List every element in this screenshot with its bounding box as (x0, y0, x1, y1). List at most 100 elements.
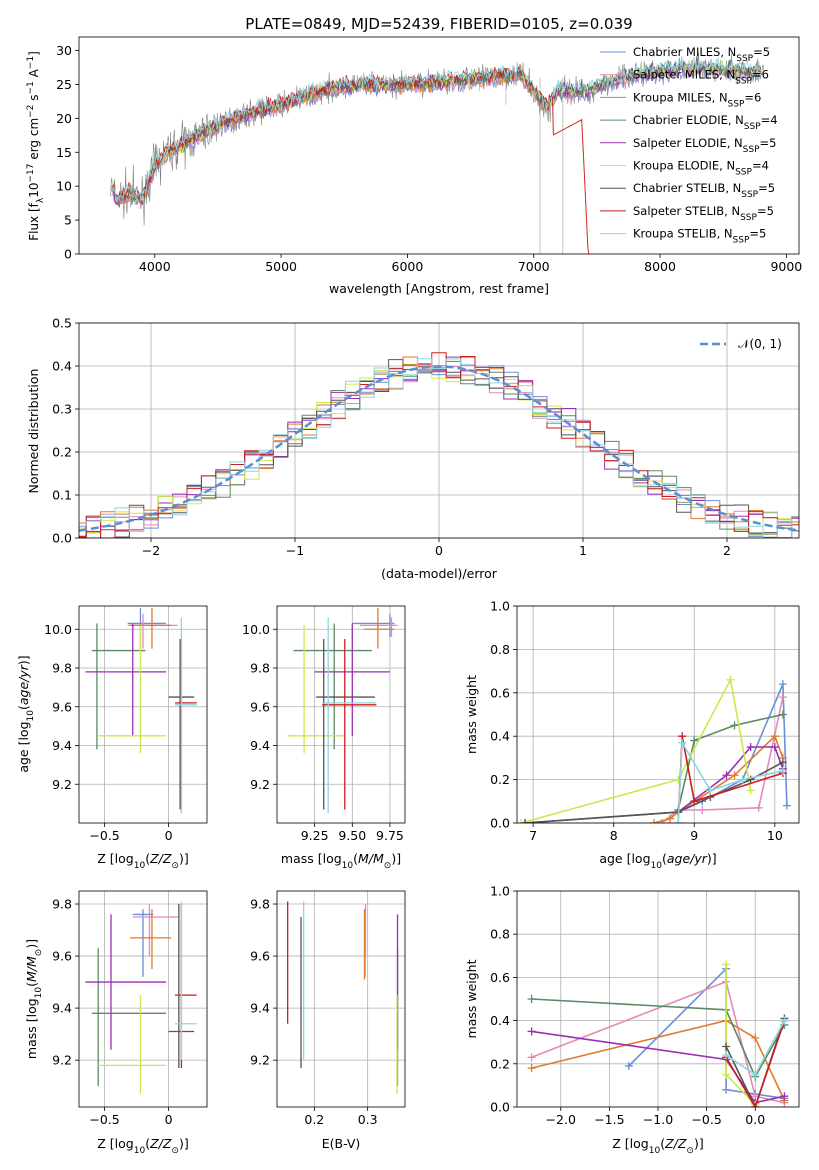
x-tick-label: −1.0 (643, 1112, 673, 1127)
legend-entry: Chabrier STELIB, NSSP=5 (600, 181, 775, 200)
weight-marker (649, 819, 658, 823)
x-axis-label: mass [log10(M/M⊙)] (281, 851, 401, 871)
data-point-errorbar (293, 623, 372, 750)
y-tick-label: 1.0 (490, 599, 510, 614)
weight-marker (782, 801, 791, 810)
weight-line (677, 740, 784, 823)
y-tick-label: 25 (56, 77, 72, 92)
x-tick-label: 1 (579, 543, 587, 558)
weight-marker (746, 775, 755, 784)
y-tick-label: 9.8 (52, 661, 72, 676)
axes-frame (78, 322, 800, 539)
weight-marker (690, 797, 699, 806)
x-axis-label: wavelength [Angstrom, rest frame] (329, 281, 549, 296)
legend-entry: 𝒩(0, 1) (700, 337, 782, 351)
weight-marker (780, 1016, 789, 1025)
legend-label: Chabrier ELODIE, NSSP=4 (633, 113, 778, 132)
weight-line (531, 1019, 786, 1101)
weight-line (525, 761, 784, 823)
y-tick-label: 1.0 (490, 884, 510, 899)
normal-curve-line (78, 365, 800, 532)
axes-frame (276, 890, 406, 1108)
y-tick-label: 0.2 (52, 445, 72, 460)
x-tick-label: 7 (529, 828, 537, 843)
weight-marker (778, 766, 787, 775)
y-tick-label: 10 (56, 179, 72, 194)
model-spectrum-line (111, 71, 590, 254)
y-axis-label: mass [log10(M/M⊙)] (24, 939, 44, 1059)
x-tick-label: 0.3 (358, 1112, 378, 1127)
histogram-step (79, 364, 799, 538)
legend-entry: Kroupa STELIB, NSSP=5 (600, 227, 766, 246)
x-axis-label: age [log10(age/yr)] (599, 851, 716, 871)
x-axis-label: Z [log10(Z/Z⊙)] (97, 851, 188, 871)
legend-label: Kroupa ELODIE, NSSP=4 (633, 159, 769, 178)
legend-entry: Salpeter STELIB, NSSP=5 (600, 204, 774, 223)
legend-entry: Salpeter ELODIE, NSSP=5 (600, 136, 776, 155)
x-tick-label: 9.50 (338, 828, 366, 843)
weight-line (677, 713, 784, 811)
y-tick-label: 9.2 (52, 1053, 72, 1068)
y-tick-label: 9.8 (52, 897, 72, 912)
data-point-errorbar (98, 995, 167, 1094)
y-tick-label: 0.8 (490, 642, 510, 657)
data-point-errorbar (287, 625, 345, 754)
weight-marker (678, 738, 687, 747)
legend-label: 𝒩(0, 1) (738, 337, 782, 351)
data-point-errorbar (85, 623, 167, 736)
figure-title: PLATE=0849, MJD=52439, FIBERID=0105, z=0… (245, 15, 632, 33)
y-tick-label: 15 (56, 145, 72, 160)
y-tick-label: 0.0 (52, 531, 72, 546)
weight-marker (778, 693, 787, 702)
x-tick-label: 0 (165, 828, 173, 843)
y-tick-label: 0.4 (490, 729, 510, 744)
y-tick-label: 9.4 (52, 738, 72, 753)
weight-marker (770, 732, 779, 741)
data-point-errorbar (130, 909, 172, 970)
weight-marker (722, 1042, 731, 1051)
weight_vs_Z-axes: −2.0 −1.5 −1.0 −0.5 0.0 0.0 0.2 0.4 0.6 0.8 1.0 mas… (464, 884, 800, 1156)
weight-marker (730, 721, 739, 730)
x-tick-label: −1 (286, 543, 304, 558)
y-tick-label: 0.0 (490, 816, 510, 831)
y-axis-label: Flux [fλ10−17 erg cm−2 s−1 A−1] (26, 51, 46, 241)
x-tick-label: 9000 (770, 259, 802, 274)
data-point-errorbar (85, 914, 167, 1050)
axes-frame (78, 890, 208, 1108)
weight-marker (624, 1061, 633, 1070)
x-tick-label: 9.75 (376, 828, 404, 843)
x-tick-label: −0.5 (89, 828, 119, 843)
weight-line (653, 734, 784, 823)
data-point-errorbar (175, 901, 197, 1061)
weight-marker (517, 819, 526, 823)
legend-label: Chabrier STELIB, NSSP=5 (633, 181, 775, 200)
y-tick-label: 0.4 (52, 359, 72, 374)
weight-marker (730, 771, 739, 780)
data-point-errorbar (91, 623, 146, 750)
legend-entry: Salpeter MILES, NSSP=6 (600, 68, 769, 87)
weight-series (517, 675, 755, 823)
weight-marker (770, 743, 779, 752)
legend-label: Salpeter MILES, NSSP=6 (633, 68, 769, 87)
data-point-errorbar (359, 617, 398, 637)
weight-marker (746, 743, 755, 752)
model-spectrum-line (111, 56, 761, 202)
x-tick-label: 8000 (644, 259, 676, 274)
x-tick-label: 10 (767, 828, 783, 843)
weight-marker (527, 1053, 536, 1062)
weight-series (722, 1016, 789, 1079)
weight-series (658, 693, 787, 823)
histogram-step (79, 363, 799, 538)
weight-marker (722, 1051, 731, 1060)
y-tick-label: 0.3 (52, 402, 72, 417)
y-tick-label: 10.0 (242, 622, 270, 637)
weight-marker (778, 710, 787, 719)
y-tick-label: 9.4 (250, 1001, 270, 1016)
legend-entry: Kroupa ELODIE, NSSP=4 (600, 159, 769, 178)
mass_vs_EBV-axes: 0.2 0.3 9.2 9.4 9.6 9.8 E(B-V) (250, 890, 406, 1151)
age_vs_mass-axes: 9.25 9.50 9.75 9.2 9.4 9.6 9.8 10.0 mass [log10(… (242, 605, 406, 871)
y-tick-label: 0.0 (490, 1100, 510, 1115)
axes-frame (78, 605, 208, 824)
spectrum-axes: 4000 5000 6000 7000 8000 9000 0 5 10 15 20 25 30 wave… (26, 36, 802, 296)
data-point-errorbar (175, 617, 197, 814)
